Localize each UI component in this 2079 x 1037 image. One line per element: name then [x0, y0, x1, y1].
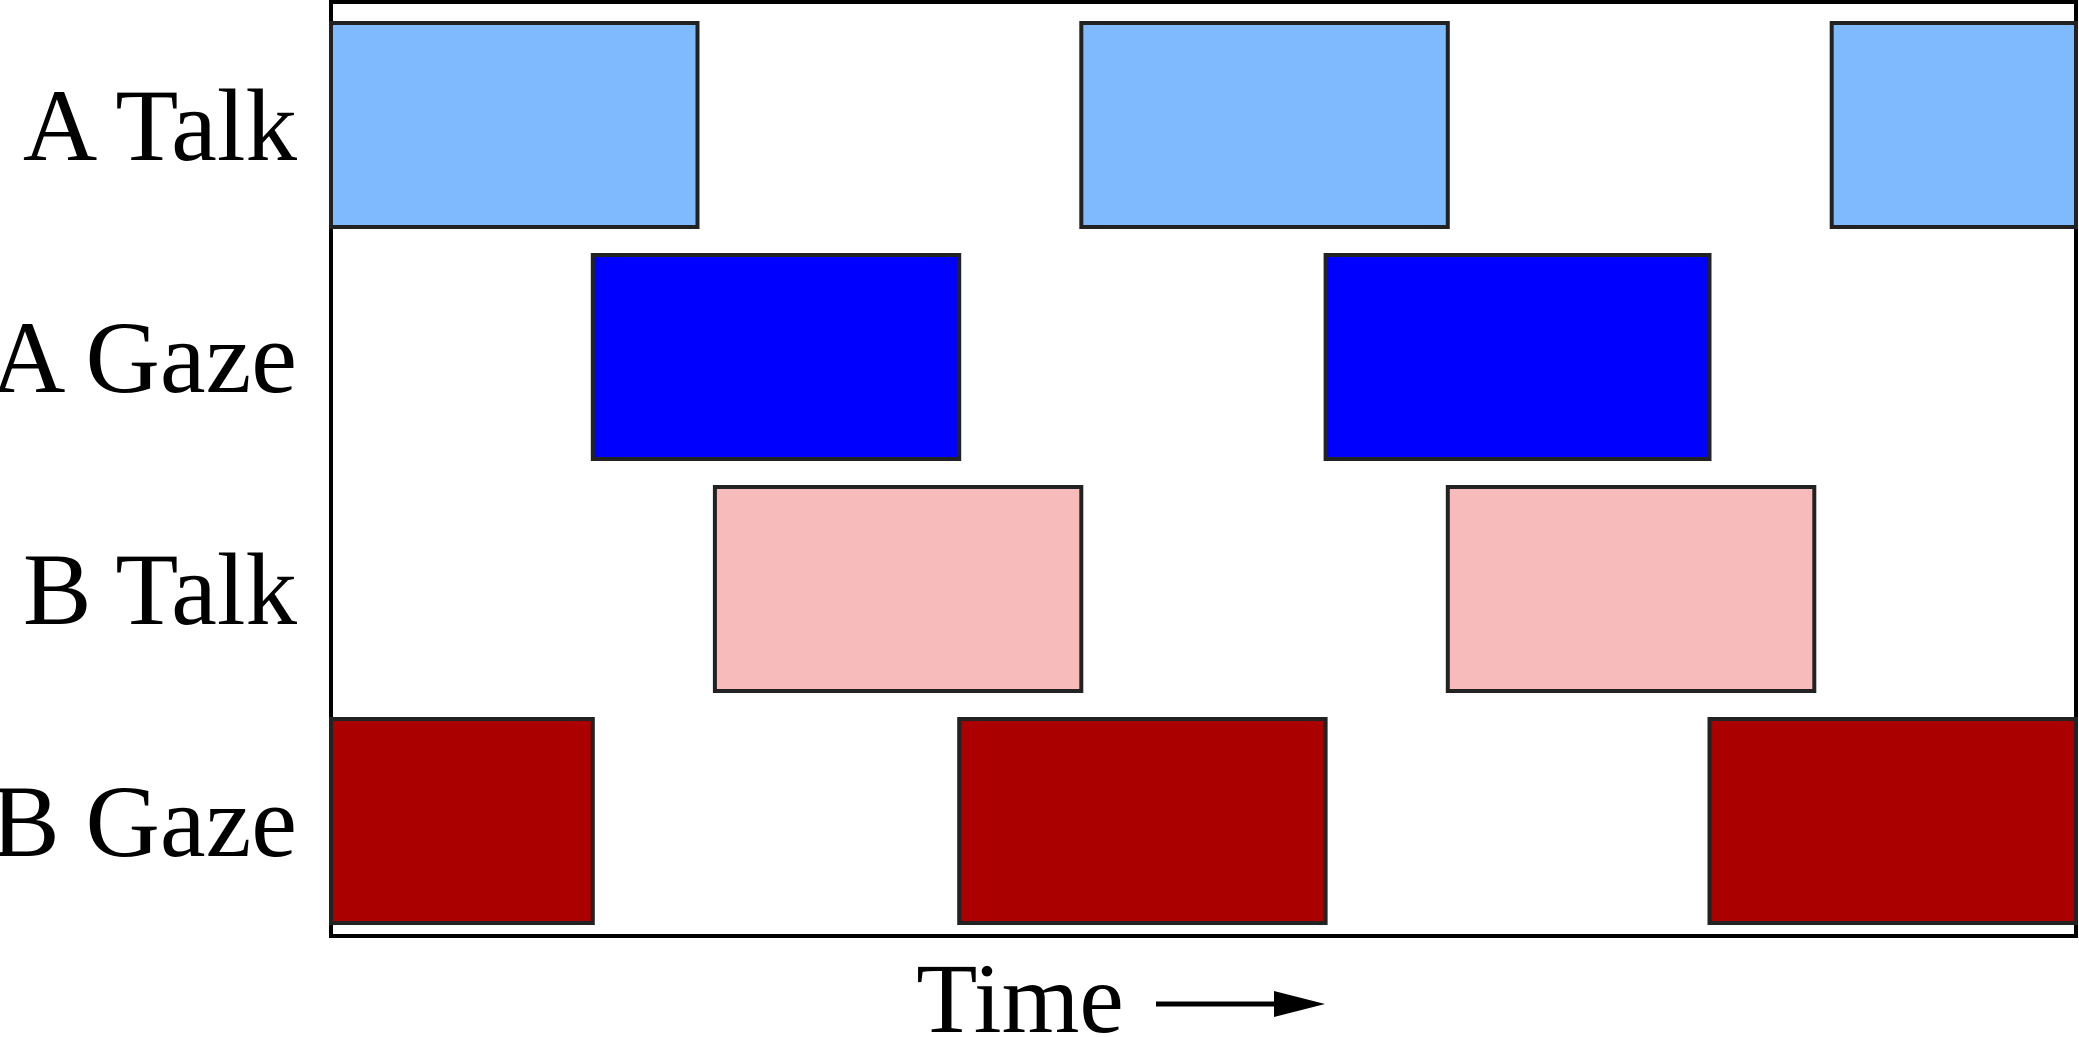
row-label-a-gaze: A Gaze — [0, 301, 297, 415]
row-labels: A Talk A Gaze B Talk B Gaze — [0, 69, 297, 879]
right-arrow-icon — [1156, 991, 1325, 1017]
bar-b-gaze-3 — [1707, 717, 2078, 925]
bar-a-talk-1 — [329, 21, 700, 229]
row-label-b-gaze: B Gaze — [0, 765, 297, 879]
bar-b-gaze-2 — [957, 717, 1328, 925]
row-label-b-talk: B Talk — [23, 533, 298, 647]
bar-a-gaze-1 — [590, 253, 962, 461]
bar-a-gaze-2 — [1323, 253, 1712, 461]
timeline-bars — [329, 21, 2078, 925]
row-label-a-talk: A Talk — [23, 69, 298, 183]
bar-a-talk-2 — [1079, 21, 1450, 229]
bar-a-talk-3 — [1829, 21, 2078, 229]
bar-b-talk-1 — [712, 485, 1084, 693]
x-axis-label: Time — [916, 943, 1124, 1037]
bar-b-talk-2 — [1445, 485, 1817, 693]
bar-b-gaze-1 — [329, 717, 595, 925]
